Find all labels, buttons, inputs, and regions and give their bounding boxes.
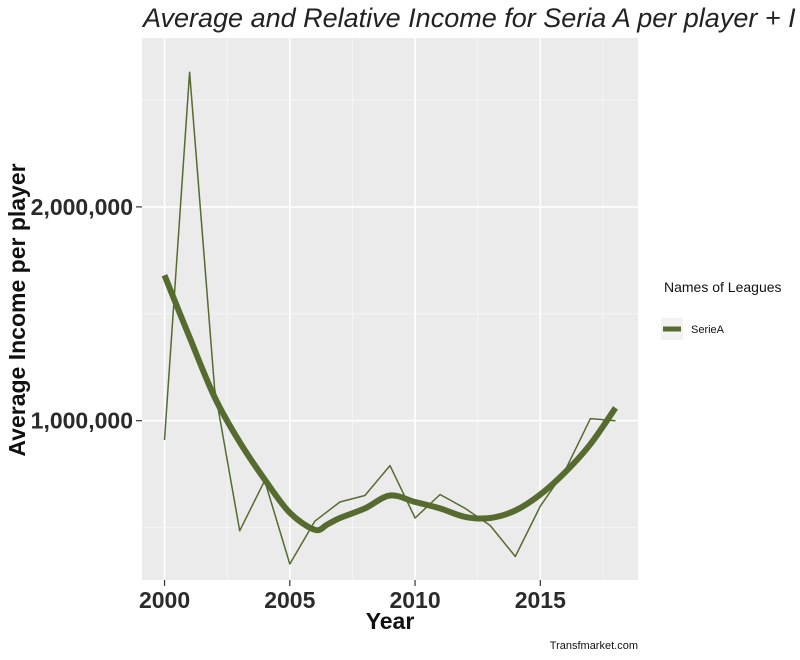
raw-series-group xyxy=(163,71,616,565)
y-tick-label: 1,000,000 xyxy=(31,408,133,434)
y-axis: 1,000,000 2,000,000 xyxy=(31,194,142,434)
caption: Transfmarket.com xyxy=(550,640,638,652)
legend: Names of Leagues SerieA xyxy=(661,279,782,340)
x-tick-label: 2010 xyxy=(389,587,440,613)
minor-gridlines xyxy=(142,38,638,580)
y-tick-label: 2,000,000 xyxy=(31,194,133,220)
plot-panel xyxy=(142,38,638,580)
smooth-trend-seriea xyxy=(161,274,618,534)
series-line-seriea xyxy=(163,71,616,565)
x-tick-label: 2015 xyxy=(515,587,566,613)
x-tick-label: 2005 xyxy=(264,587,315,613)
legend-title: Names of Leagues xyxy=(664,279,782,295)
x-axis-title: Year xyxy=(366,608,415,634)
x-tick-label: 2000 xyxy=(139,587,190,613)
chart-title: Average and Relative Income for Seria A … xyxy=(141,3,796,33)
y-axis-title: Average Income per player xyxy=(4,163,30,456)
legend-label-seriea: SerieA xyxy=(691,324,725,336)
x-axis: 2000 2005 2010 2015 xyxy=(139,580,566,613)
smooth-series-group xyxy=(161,274,618,534)
